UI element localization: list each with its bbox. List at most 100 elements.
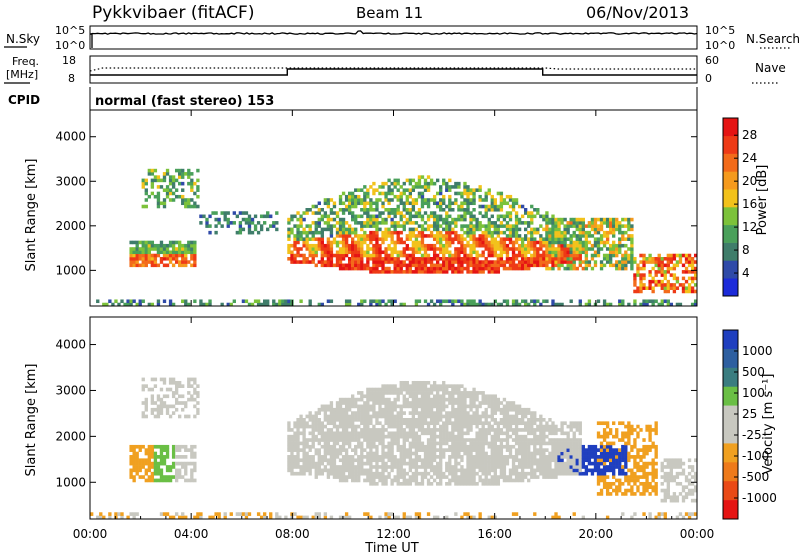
velocity-cell	[320, 421, 324, 426]
velocity-cell	[514, 431, 519, 436]
power-cell	[238, 230, 243, 235]
velocity-cell	[341, 475, 346, 479]
power-cell	[448, 299, 452, 304]
velocity-cell	[135, 455, 139, 459]
velocity-cell	[496, 461, 501, 466]
velocity-cell	[533, 438, 537, 442]
power-cell	[187, 172, 191, 176]
velocity-cell	[457, 397, 461, 402]
velocity-cell	[405, 438, 409, 442]
power-cell	[566, 253, 570, 258]
velocity-cell	[493, 438, 497, 442]
power-cell	[478, 224, 482, 228]
power-cell	[572, 247, 576, 251]
power-cell	[490, 243, 494, 248]
velocity-cell	[405, 434, 409, 439]
power-cell	[572, 266, 576, 271]
velocity-cell	[351, 401, 355, 405]
freq-label-line1: Freq.	[12, 55, 39, 68]
velocity-cell	[517, 471, 522, 476]
velocity-cell	[378, 397, 382, 402]
velocity-cell	[490, 414, 494, 419]
velocity-cell	[287, 465, 291, 469]
power-cell	[533, 260, 537, 264]
velocity-cell	[314, 475, 318, 479]
power-cell	[399, 191, 403, 196]
power-cell	[505, 266, 510, 271]
power-cell	[241, 217, 246, 222]
velocity-cell	[481, 391, 485, 395]
velocity-cell	[493, 471, 497, 476]
velocity-cell	[514, 455, 519, 459]
velocity-cell	[375, 414, 379, 419]
velocity-cell	[502, 461, 507, 466]
velocity-cell	[481, 461, 485, 466]
velocity-cell	[193, 468, 197, 473]
power-cell	[293, 224, 297, 228]
power-cell	[411, 243, 416, 248]
power-cell	[196, 188, 200, 192]
power-cell	[439, 198, 443, 202]
velocity-cell	[442, 391, 446, 395]
power-cell	[484, 230, 488, 235]
power-cell	[138, 253, 142, 258]
velocity-cell	[593, 451, 598, 456]
power-cell	[548, 240, 552, 245]
power-cell	[551, 234, 555, 238]
velocity-cell	[466, 455, 470, 459]
velocity-cell	[159, 404, 164, 409]
velocity-cell	[381, 394, 385, 399]
power-cell	[675, 253, 680, 258]
power-cell	[420, 185, 425, 189]
velocity-cell	[539, 471, 543, 476]
power-cell	[645, 286, 649, 290]
power-cell	[484, 214, 488, 219]
velocity-cell	[472, 391, 476, 395]
power-cell	[645, 260, 649, 264]
power-cell	[690, 276, 695, 281]
velocity-cell	[414, 380, 419, 385]
power-cell	[545, 260, 549, 264]
velocity-cell	[448, 401, 452, 405]
velocity-cell	[448, 444, 452, 449]
power-cell	[326, 204, 331, 209]
power-cell	[423, 250, 428, 255]
velocity-cell	[551, 431, 555, 436]
power-cell	[287, 257, 291, 261]
velocity-cell	[165, 411, 170, 415]
power-cell	[411, 240, 416, 245]
power-cell	[181, 299, 185, 304]
velocity-cell	[384, 411, 388, 415]
power-cell	[360, 263, 364, 268]
velocity-cell	[554, 424, 558, 429]
power-cell	[457, 260, 461, 264]
velocity-cell	[408, 394, 413, 399]
velocity-cell	[493, 441, 497, 446]
velocity-cell	[432, 515, 437, 520]
power-cell	[542, 237, 546, 241]
velocity-cell	[387, 512, 391, 516]
power-cell	[602, 243, 607, 248]
power-cell	[363, 237, 367, 241]
power-cell	[630, 266, 634, 271]
velocity-cell	[381, 471, 385, 476]
velocity-cell	[290, 438, 294, 442]
power-cell	[578, 224, 582, 228]
power-cell	[490, 221, 494, 225]
power-cell	[347, 263, 352, 268]
velocity-cell	[287, 428, 291, 432]
velocity-cell	[341, 468, 346, 473]
power-cell	[296, 250, 300, 255]
velocity-cell	[347, 421, 352, 426]
velocity-cell	[174, 512, 179, 516]
power-cell	[511, 257, 516, 261]
velocity-cell	[390, 458, 394, 463]
power-cell	[508, 214, 513, 219]
velocity-cell	[372, 481, 376, 486]
power-cell	[657, 253, 661, 258]
velocity-cell	[466, 404, 470, 409]
velocity-cell	[414, 384, 419, 388]
power-cell	[396, 253, 400, 258]
power-cell	[354, 194, 358, 199]
power-cell	[408, 257, 413, 261]
